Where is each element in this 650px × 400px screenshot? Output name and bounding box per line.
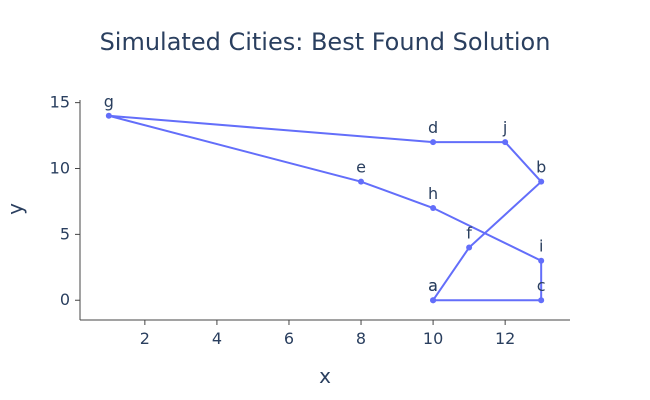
x-axis-title: x xyxy=(319,364,331,388)
city-label-a: a xyxy=(428,276,438,295)
x-tick-label: 4 xyxy=(212,329,222,348)
x-tick-label: 2 xyxy=(140,329,150,348)
city-label-e: e xyxy=(356,158,366,177)
x-tick-label: 10 xyxy=(423,329,443,348)
city-label-j: j xyxy=(502,118,507,137)
city-point-g xyxy=(105,112,112,119)
city-label-c: c xyxy=(537,276,546,295)
points-layer xyxy=(105,112,545,304)
city-point-a xyxy=(430,297,437,304)
city-point-h xyxy=(430,205,437,212)
y-tick-label: 15 xyxy=(50,93,70,112)
x-tick-label: 12 xyxy=(495,329,515,348)
y-axis-title: y xyxy=(3,203,27,215)
city-label-f: f xyxy=(466,224,472,243)
ticks: 2 4 6 8 10 12 0 5 10 15 xyxy=(50,93,516,348)
city-point-f xyxy=(466,244,473,251)
city-label-a: a xyxy=(428,276,438,295)
chart-title: Simulated Cities: Best Found Solution xyxy=(100,28,551,56)
city-label-d: d xyxy=(428,118,438,137)
city-point-b xyxy=(538,178,545,185)
city-point-e xyxy=(358,178,365,185)
city-label-h: h xyxy=(428,184,438,203)
city-label-i: i xyxy=(539,237,543,256)
route-layer xyxy=(108,114,543,302)
y-tick-label: 10 xyxy=(50,159,70,178)
city-point-c xyxy=(538,297,545,304)
city-point-j xyxy=(502,139,509,146)
x-tick-label: 6 xyxy=(284,329,294,348)
city-point-d xyxy=(430,139,437,146)
route-line xyxy=(108,114,543,302)
city-point-i xyxy=(538,257,545,264)
x-tick-label: 8 xyxy=(356,329,366,348)
y-tick-label: 0 xyxy=(60,290,70,309)
city-label-g: g xyxy=(104,92,114,111)
axes xyxy=(79,100,570,321)
y-tick-label: 5 xyxy=(60,224,70,243)
city-label-b: b xyxy=(536,158,546,177)
